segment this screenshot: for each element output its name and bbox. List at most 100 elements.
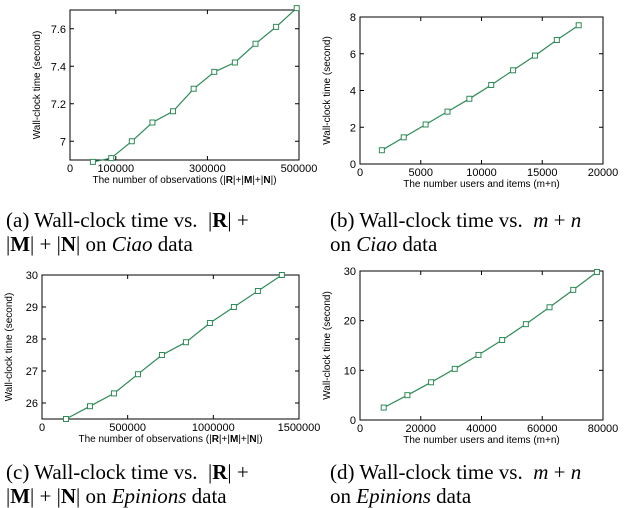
data-point [278, 272, 285, 278]
y-tick-label: 0 [350, 159, 356, 171]
x-tick-label: 80000 [588, 423, 619, 435]
x-tick-label: 100000 [97, 163, 134, 175]
x-axis-label: The number of observations (|R|+|M|+|N|) [78, 434, 262, 445]
y-tick-label: 27 [26, 366, 38, 378]
data-point [488, 81, 495, 88]
y-tick-label: 7.4 [51, 61, 66, 73]
y-tick-label: 30 [26, 270, 38, 282]
data-point [451, 365, 458, 372]
y-tick-label: 6 [350, 49, 356, 61]
caption-a-line1: (a) Wall-clock time vs. |R| + [6, 208, 249, 232]
data-point [553, 36, 560, 43]
data-point [522, 321, 529, 328]
data-point [475, 351, 482, 358]
x-axis-label: The number of observations (|R|+|M|+|N|) [92, 175, 276, 186]
data-point [575, 22, 582, 29]
data-point [182, 339, 189, 346]
data-point [158, 352, 165, 358]
data-point [466, 95, 473, 102]
y-tick-label: 2 [350, 122, 356, 134]
caption-c-line1: (c) Wall-clock time vs. |R| + [6, 460, 249, 484]
caption-a-line2: |M| + |N| on Ciao data [6, 232, 193, 256]
data-point [444, 108, 451, 115]
y-tick-label: 20 [344, 316, 356, 328]
y-axis-label: Wall-clock time (second) [32, 31, 43, 140]
data-point [499, 337, 506, 344]
y-tick-label: 7 [60, 136, 66, 148]
plot-frame-c [41, 274, 300, 420]
caption-b: (b) Wall-clock time vs. m + n on Ciao da… [330, 208, 581, 256]
x-tick-label: 60000 [527, 423, 558, 435]
data-point [89, 158, 96, 165]
x-tick-label: 500000 [109, 422, 146, 434]
data-point [211, 68, 218, 75]
data-point [422, 121, 429, 128]
series-line-c [65, 274, 283, 420]
x-tick-label: 0 [357, 423, 363, 435]
y-tick-label: 29 [26, 302, 38, 314]
plot-frame-a [69, 9, 300, 161]
data-point [546, 304, 553, 311]
caption-d-line1: (d) Wall-clock time vs. m + n [330, 460, 582, 484]
x-tick-label: 0 [67, 163, 73, 175]
x-tick-label: 500000 [281, 163, 318, 175]
y-tick-label: 0 [350, 415, 356, 427]
data-point [149, 119, 156, 126]
y-axis-label: Wall-clock time (second) [4, 293, 15, 402]
data-point [531, 52, 538, 59]
x-tick-label: 40000 [466, 423, 497, 435]
y-axis-label: Wall-clock time (second) [322, 291, 333, 400]
data-point [170, 108, 177, 115]
data-point [510, 67, 517, 74]
caption-c-line2: |M| + |N| on Epinions data [6, 484, 227, 508]
caption-d: (d) Wall-clock time vs. m + n on Epinion… [330, 460, 581, 508]
data-point [86, 403, 93, 410]
x-tick-label: 300000 [189, 163, 226, 175]
data-point [110, 390, 117, 397]
plot-frame-d [359, 270, 604, 421]
x-tick-label: 1500000 [278, 422, 321, 434]
data-point [570, 286, 577, 293]
data-point [134, 371, 141, 378]
y-tick-label: 7.6 [51, 24, 66, 36]
data-point [231, 59, 238, 66]
data-point [206, 320, 213, 326]
x-tick-label: 15000 [527, 167, 558, 179]
y-tick-label: 4 [350, 86, 356, 98]
data-point [404, 392, 411, 399]
data-point [254, 288, 261, 294]
x-tick-label: 20000 [588, 167, 619, 179]
caption-b-line2: on Ciao data [330, 232, 438, 256]
x-tick-label: 0 [39, 422, 45, 434]
caption-d-line2: on Epinions data [330, 484, 472, 508]
x-axis-label: The number users and items (m+n) [403, 179, 559, 190]
data-point [293, 5, 300, 12]
x-tick-label: 1000000 [192, 422, 235, 434]
x-tick-label: 0 [357, 167, 363, 179]
x-axis-label: The number users and items (m+n) [403, 435, 559, 446]
data-point [108, 155, 115, 162]
y-tick-label: 28 [26, 334, 38, 346]
data-point [378, 147, 385, 154]
data-point [128, 138, 135, 145]
x-tick-label: 20000 [405, 423, 436, 435]
y-tick-label: 8 [350, 12, 356, 24]
data-point [252, 40, 259, 47]
y-tick-label: 26 [26, 398, 38, 410]
data-point [400, 134, 407, 141]
caption-c: (c) Wall-clock time vs. |R| + |M| + |N| … [6, 460, 249, 508]
y-tick-label: 10 [344, 365, 356, 377]
x-tick-label: 10000 [466, 167, 497, 179]
series-line-b [381, 24, 580, 151]
data-point [380, 404, 387, 411]
data-point [62, 416, 69, 422]
caption-a: (a) Wall-clock time vs. |R| + |M| + |N| … [6, 208, 249, 256]
data-point [273, 23, 280, 30]
y-axis-label: Wall-clock time (second) [322, 36, 333, 145]
data-point [593, 268, 600, 275]
data-point [190, 85, 197, 92]
data-point [428, 379, 435, 386]
y-tick-label: 30 [344, 266, 356, 278]
